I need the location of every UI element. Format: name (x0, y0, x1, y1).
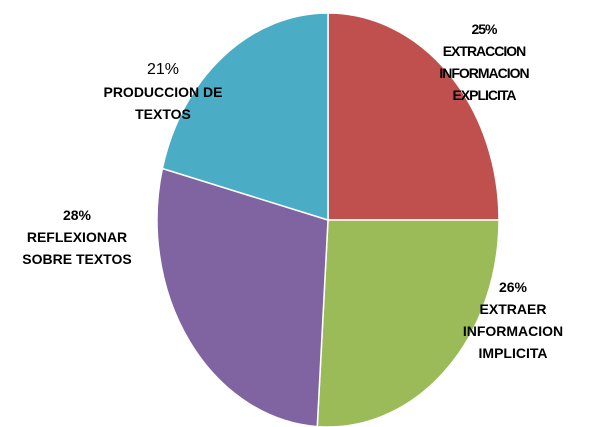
category-label: REFLEXIONAR SOBRE TEXTOS (22, 229, 132, 267)
percent-label: 28% (62, 207, 92, 223)
pie-slice (161, 12, 329, 222)
slice-label: 25% EXTRACCION INFORMACION EXPLICITA (428, 18, 540, 106)
category-label: PRODUCCION DE TEXTOS (103, 84, 223, 122)
slice-label: 26% EXTRAER INFORMACION IMPLICITA (453, 276, 573, 364)
pie-slice (156, 167, 329, 427)
category-label: EXTRACCION INFORMACION EXPLICITA (439, 43, 529, 103)
pie-slice (327, 12, 500, 221)
percent-label: 21% (146, 61, 180, 78)
percent-label: 25% (471, 21, 497, 37)
slice-label: 28% REFLEXIONAR SOBRE TEXTOS (7, 204, 147, 270)
category-label: EXTRAER INFORMACION IMPLICITA (462, 301, 564, 361)
percent-label: 26% (498, 279, 528, 295)
slice-label: 21% PRODUCCION DE TEXTOS (83, 59, 243, 125)
pie-slice (316, 219, 500, 427)
